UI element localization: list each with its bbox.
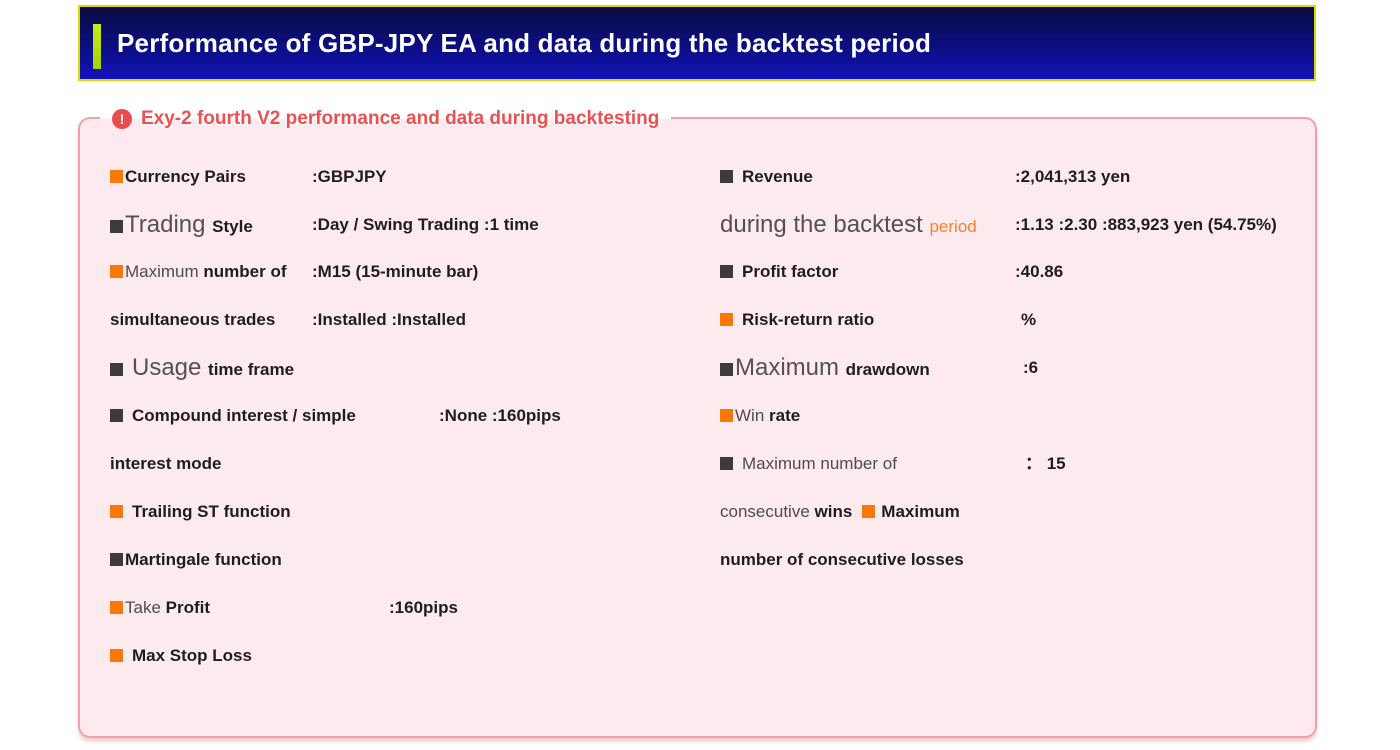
label-during-backtest-period: during the backtest period — [720, 211, 977, 238]
value-currency-pairs: :GBPJPY — [312, 167, 387, 186]
label-max-stop-loss: Max Stop Loss — [110, 641, 252, 672]
value-backtest-stats: :1.13 :2.30 :883,923 yen (54.75%) — [1015, 215, 1277, 234]
value-installed: :Installed :Installed — [312, 310, 466, 329]
bullet-square-icon — [110, 170, 123, 183]
label-interest-mode: interest mode — [110, 454, 222, 473]
label-profit-factor: Profit factor — [720, 257, 838, 288]
label-trailing-st-function: Trailing ST function — [110, 497, 291, 528]
bullet-square-icon — [862, 505, 876, 518]
label-maximum-drawdown: Maximum drawdown — [720, 353, 930, 386]
label-win-rate: Win rate — [720, 401, 800, 432]
bullet-square-icon — [720, 457, 733, 470]
value-take-profit: :160pips — [389, 598, 458, 617]
bullet-square-icon — [720, 363, 733, 376]
label-simultaneous-trades: simultaneous trades — [110, 310, 276, 329]
label-consecutive-wins-maximum: consecutive wins Maximum — [720, 502, 960, 521]
panel-legend: ! Exy-2 fourth V2 performance and data d… — [100, 103, 672, 135]
value-compound-interest: :None :160pips — [439, 406, 561, 425]
label-risk-return-ratio: Risk-return ratio — [720, 305, 874, 336]
label-take-profit: Take Profit — [110, 593, 210, 624]
bullet-square-icon — [110, 505, 123, 518]
value-revenue: :2,041,313 yen — [1015, 167, 1131, 186]
value-time-frame: :M15 (15-minute bar) — [312, 262, 479, 281]
value-profit-factor: :40.86 — [1015, 262, 1064, 281]
label-revenue: Revenue — [720, 162, 813, 193]
label-trading-style: Trading Style — [110, 210, 253, 243]
label-compound-interest: Compound interest / simple — [110, 401, 356, 432]
bullet-square-icon — [110, 220, 123, 233]
label-currency-pairs: Currency Pairs — [110, 162, 246, 193]
label-martingale-function: Martingale function — [110, 545, 282, 576]
bullet-square-icon — [110, 601, 123, 614]
bullet-square-icon — [720, 170, 733, 183]
value-consecutive-wins: ： 15 — [1025, 454, 1066, 473]
performance-panel: ! Exy-2 fourth V2 performance and data d… — [78, 103, 1317, 738]
bullet-square-icon — [110, 649, 123, 662]
value-maximum-drawdown: :6 — [1023, 358, 1039, 377]
label-consecutive-losses: number of consecutive losses — [720, 550, 964, 569]
bullet-square-icon — [110, 409, 123, 422]
label-usage-time-frame: Usage time frame — [110, 353, 294, 386]
panel-legend-title: Exy-2 fourth V2 performance and data dur… — [141, 108, 660, 129]
bullet-square-icon — [110, 553, 123, 566]
label-maximum-consecutive: Maximum number of — [720, 449, 897, 480]
label-maximum-number-of: Maximum number of — [110, 257, 287, 288]
value-trading-style: :Day / Swing Trading :1 time — [312, 215, 539, 234]
alert-icon: ! — [112, 109, 132, 129]
header-banner: Performance of GBP-JPY EA and data durin… — [78, 5, 1316, 81]
bullet-square-icon — [720, 409, 733, 422]
page-title: Performance of GBP-JPY EA and data durin… — [117, 27, 932, 58]
bullet-square-icon — [720, 313, 733, 326]
bullet-square-icon — [110, 363, 123, 376]
bullet-square-icon — [110, 265, 123, 278]
value-risk-return-ratio: % — [1021, 310, 1037, 329]
bullet-square-icon — [720, 265, 733, 278]
accent-bar-icon — [93, 24, 101, 69]
